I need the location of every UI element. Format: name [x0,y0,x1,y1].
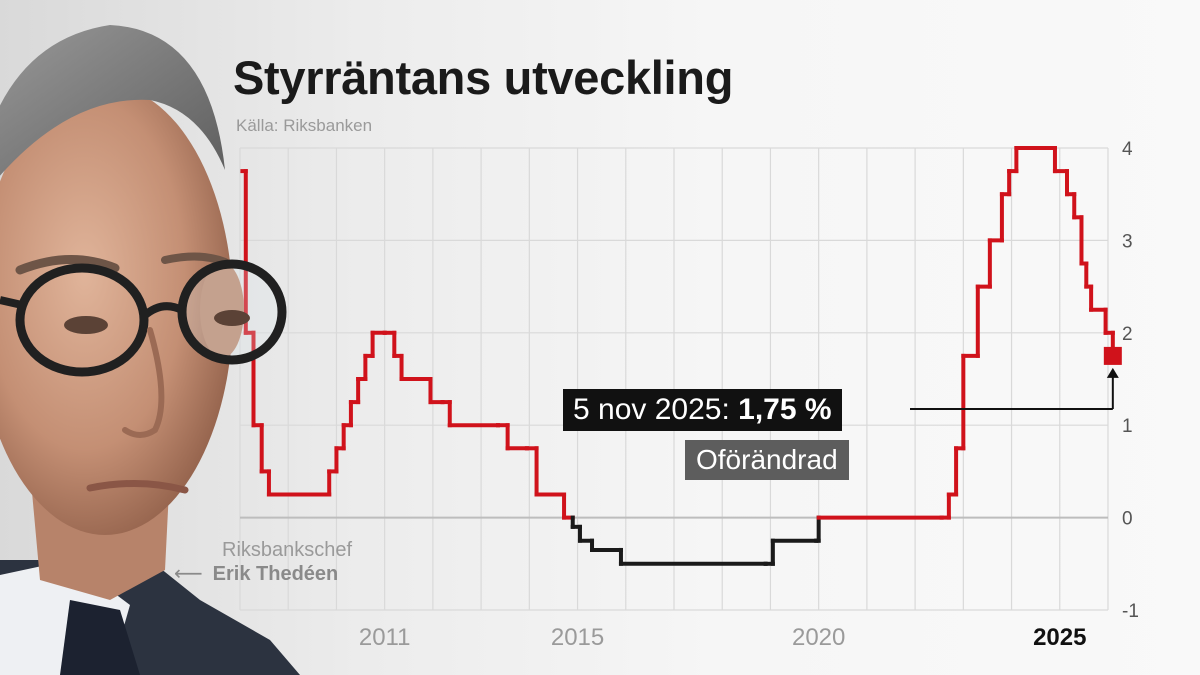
caption-role: Riksbankschef [222,539,353,561]
annotation-arrowhead [1106,367,1119,378]
x-axis: 2011 2015 2020 2025 [359,624,1087,651]
portrait-photo [0,25,300,675]
caption-arrow-icon: ⟵ [174,563,203,585]
series-layer [240,146,1115,566]
y-tick-label: 2 [1122,324,1133,345]
annotation-date: 5 nov 2025: [573,393,730,426]
x-tick-label: 2020 [792,624,845,651]
annotation-value: 1,75 % [738,393,832,426]
caption-name: Erik Thedéen [212,563,339,585]
y-tick-label: 1 [1122,416,1133,437]
x-tick-label: 2025 [1033,624,1086,651]
y-tick-label: 0 [1122,509,1133,530]
y-tick-label: 4 [1122,139,1133,160]
y-axis: 4 3 2 1 0 -1 [1122,139,1139,622]
y-tick-label: 3 [1122,231,1133,252]
chart-title: Styrräntans utveckling [233,51,734,104]
annotation-status: Oförändrad [685,440,849,480]
chart-source: Källa: Riksbanken [236,116,373,135]
latest-point-marker [1103,346,1122,365]
y-tick-label: -1 [1122,601,1139,622]
x-tick-label: 2015 [551,624,604,651]
annotation-callout: 5 nov 2025: 1,75 % [563,389,842,431]
caption-name-line: ⟵ Erik Thedéen [174,562,352,586]
x-tick-label: 2011 [359,624,411,651]
chart-grid [239,147,1109,611]
annotation-layer [910,346,1122,410]
portrait-caption: Riksbankschef ⟵ Erik Thedéen [174,538,352,586]
